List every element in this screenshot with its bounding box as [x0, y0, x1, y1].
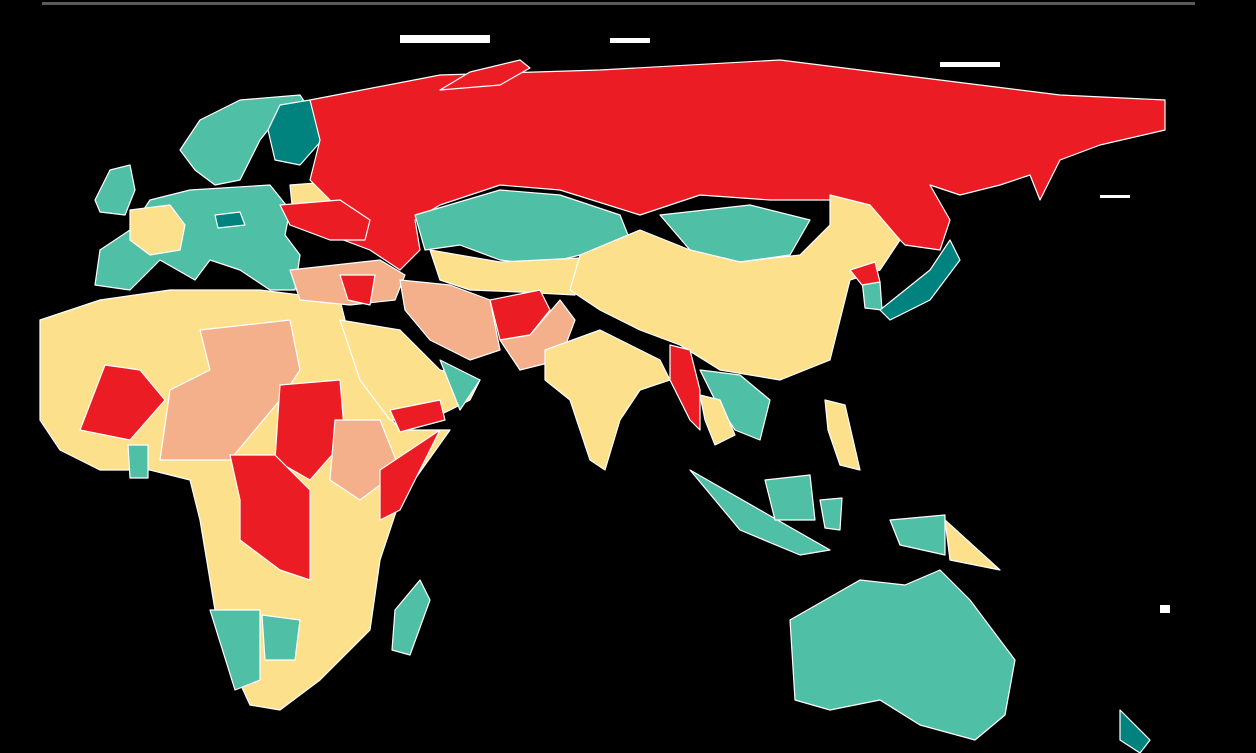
- region-sulawesi: [819, 497, 843, 531]
- region-arctic-isles: [439, 59, 531, 91]
- region-arabia: [339, 319, 481, 421]
- region-borneo: [764, 474, 816, 521]
- region-uk: [94, 164, 136, 216]
- region-north-africa: [159, 319, 301, 461]
- region-russia: [309, 59, 1166, 271]
- region-png: [944, 519, 1001, 571]
- island-fragment: [610, 38, 650, 43]
- region-namibia: [209, 609, 261, 691]
- region-madagascar: [391, 579, 431, 656]
- region-north-korea: [849, 261, 881, 286]
- region-ukraine: [279, 199, 371, 241]
- region-ghana: [127, 444, 149, 479]
- region-oman: [439, 359, 481, 411]
- region-czechia: [214, 211, 246, 229]
- header-rule: [42, 2, 1195, 5]
- region-mali: [79, 364, 166, 441]
- region-india: [544, 329, 671, 471]
- region-myanmar: [669, 344, 701, 431]
- island-fragment: [1160, 605, 1170, 613]
- region-somalia: [379, 429, 441, 521]
- region-france: [129, 204, 186, 256]
- region-australia: [789, 569, 1016, 741]
- region-drc: [229, 454, 311, 581]
- region-west-papua: [889, 514, 946, 556]
- region-sumatra: [689, 469, 831, 556]
- region-botswana: [261, 614, 301, 661]
- region-syria: [339, 274, 376, 306]
- island-fragment: [400, 35, 490, 43]
- region-thailand: [699, 394, 736, 446]
- region-sudan: [274, 379, 346, 481]
- region-philippines: [824, 399, 861, 471]
- island-fragment: [940, 62, 1000, 67]
- region-central-asia: [429, 249, 581, 296]
- region-new-zealand: [1119, 709, 1151, 753]
- region-japan: [879, 239, 961, 321]
- region-iran: [399, 279, 501, 361]
- region-yemen: [389, 399, 446, 433]
- island-fragment: [1100, 195, 1130, 198]
